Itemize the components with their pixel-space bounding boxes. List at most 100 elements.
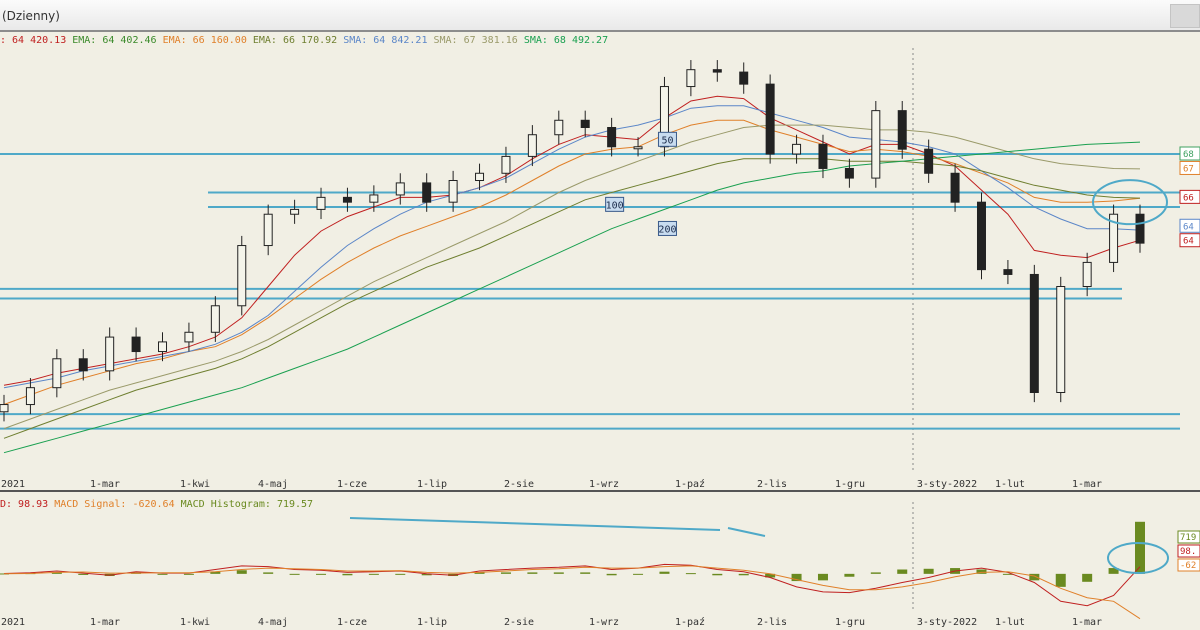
- macd-chart: 719 98. -62 -2021 1-mar 1-kwi 4-maj 1-cze 1-lip 2…: [0, 502, 1200, 628]
- macd-histogram-bar: [500, 572, 511, 574]
- candle: [1003, 260, 1013, 285]
- candle-body: [263, 213, 273, 247]
- candle: [316, 187, 326, 220]
- candle-body: [1029, 273, 1039, 393]
- macd-x-tick-label: 1-paź: [675, 616, 705, 628]
- ma-line-0: [3, 95, 1141, 386]
- candle-body: [25, 387, 35, 406]
- right-label-box: [1179, 189, 1200, 204]
- candle: [501, 146, 511, 183]
- annotation-box-100: [605, 196, 625, 212]
- candle: [52, 349, 62, 398]
- candle: [395, 173, 405, 205]
- candle-body: [131, 336, 141, 353]
- macd-x-tick-label: 1-cze: [337, 617, 367, 628]
- candle-body: [924, 148, 934, 174]
- annotation-label-200: 200: [658, 224, 676, 235]
- x-tick-label: 1-paź: [675, 478, 705, 490]
- candle: [712, 60, 722, 82]
- candle-body: [554, 119, 564, 136]
- legend-main-entry-2: EMA: 66 160.00: [162, 35, 253, 46]
- ma-line-5: [3, 141, 1141, 454]
- macd-histogram-bar: [897, 569, 908, 574]
- macd-histogram-bar: [685, 573, 696, 575]
- macd-histogram-bar: [580, 572, 591, 574]
- macd-highlight-ellipse: [1107, 542, 1169, 574]
- x-tick-label: 3-sty-2022: [917, 479, 977, 490]
- macd-histogram-bar: [738, 573, 749, 576]
- candle: [844, 158, 854, 188]
- trendline: [349, 517, 721, 531]
- macd-histogram-bar: [1108, 568, 1119, 574]
- candle: [448, 170, 458, 212]
- candle-body: [792, 143, 802, 155]
- main-legend: : 64 420.13 EMA: 64 402.46 EMA: 66 160.0…: [0, 35, 608, 46]
- legend-macd-entry-1: MACD Signal: -620.64: [54, 499, 181, 510]
- right-label-box: [1179, 160, 1200, 175]
- right-label: 64: [1183, 237, 1194, 247]
- candle-body: [1135, 213, 1145, 244]
- legend-main-entry-3: EMA: 66 170.92: [252, 35, 344, 46]
- macd-histogram-bar: [421, 573, 432, 576]
- macd-histogram-bar: [78, 573, 89, 575]
- x-tick-label: 4-maj: [258, 479, 288, 490]
- macd-histogram-bar: [1029, 573, 1040, 581]
- candle-body: [739, 71, 749, 85]
- macd-histogram-bar: [342, 573, 353, 576]
- legend-main-entry-4: SMA: 64 842.21: [343, 35, 434, 46]
- macd-histogram-bar: [183, 573, 194, 575]
- annotation-box-200: [657, 220, 677, 236]
- macd-right-label-box: [1177, 558, 1200, 572]
- macd-histogram-bar: [527, 572, 538, 574]
- annotation-label-100: 100: [606, 200, 624, 211]
- macd-histogram-bar: [368, 573, 379, 575]
- candle-body: [237, 245, 247, 307]
- x-tick-label: 1-mar: [90, 479, 120, 490]
- macd-histogram-bar: [1135, 521, 1145, 574]
- candle: [607, 117, 617, 157]
- candle-body: [0, 404, 9, 413]
- candle: [290, 199, 300, 224]
- x-tick-label: 2-sie: [504, 479, 534, 490]
- right-label: 68: [1183, 150, 1194, 160]
- candle: [158, 332, 168, 362]
- candle: [950, 163, 960, 212]
- macd-x-tick-label: 1-wrz: [589, 617, 619, 628]
- macd-histogram-bar: [791, 573, 802, 582]
- close-button[interactable]: [1170, 4, 1200, 28]
- macd-right-label: -62: [1180, 561, 1196, 571]
- annotation-box-50: [657, 131, 677, 147]
- candle: [1056, 276, 1066, 403]
- candle-body: [950, 172, 960, 203]
- candle: [369, 185, 379, 212]
- candle: [25, 378, 35, 415]
- candle-body: [580, 119, 590, 129]
- pane-separator[interactable]: [0, 490, 1200, 492]
- macd-histogram-bar: [712, 573, 723, 576]
- candle: [739, 62, 749, 94]
- macd-histogram-bar: [289, 573, 300, 575]
- candle-body: [475, 172, 485, 181]
- candle: [0, 394, 9, 422]
- right-label-box: [1179, 146, 1200, 161]
- candle: [976, 192, 986, 280]
- macd-x-tick-label: 1-gru: [835, 617, 865, 628]
- macd-histogram-bar: [1002, 573, 1013, 575]
- candle: [633, 137, 643, 157]
- macd-histogram-bar: [263, 572, 274, 574]
- macd-histogram-bar: [817, 573, 828, 581]
- macd-histogram-bar: [844, 573, 855, 577]
- candle-body: [448, 180, 458, 203]
- macd-line: [3, 563, 1141, 607]
- x-tick-label: 1-lut: [995, 479, 1025, 490]
- candle-body: [897, 110, 907, 150]
- x-tick-label: 1-mar: [1072, 479, 1102, 490]
- legend-macd-entry-0: D: 98.93: [0, 499, 55, 510]
- candle: [554, 110, 564, 145]
- candle: [765, 74, 775, 164]
- candle: [1135, 204, 1145, 253]
- legend-main-entry-6: SMA: 68 492.27: [523, 35, 609, 46]
- x-tick-label: -2021: [0, 479, 25, 490]
- trendline: [727, 527, 766, 537]
- macd-histogram-bar: [316, 573, 327, 575]
